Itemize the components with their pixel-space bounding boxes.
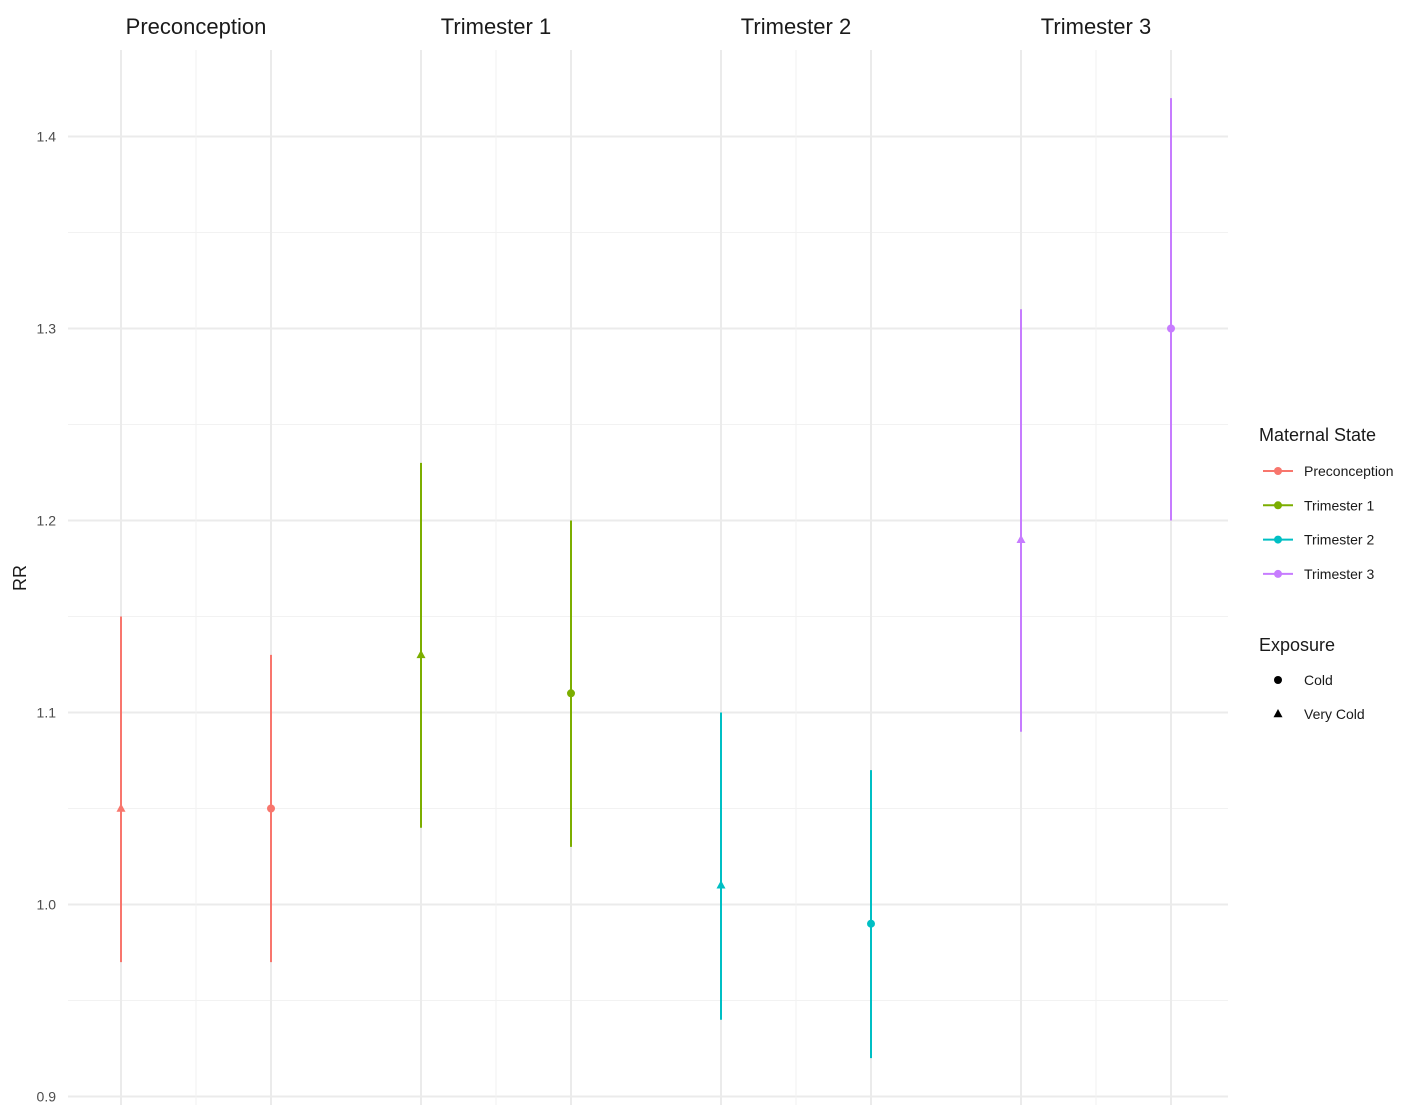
legend-title-maternal-state: Maternal State bbox=[1259, 425, 1376, 445]
legend-shape-circle bbox=[1274, 676, 1282, 684]
legend-shape-triangle bbox=[1273, 709, 1283, 718]
point-circle bbox=[867, 919, 875, 928]
legend-label: Trimester 3 bbox=[1304, 566, 1374, 582]
legend-key-point bbox=[1274, 467, 1282, 475]
facet-strip-label: Trimester 1 bbox=[441, 14, 551, 39]
y-tick-label: 1.0 bbox=[37, 897, 57, 913]
legend-key-point bbox=[1274, 569, 1282, 578]
series-trimester-3 bbox=[1016, 98, 1175, 732]
legend-label: Trimester 1 bbox=[1304, 497, 1374, 513]
series-trimester-1 bbox=[416, 462, 575, 847]
legend-title-exposure: Exposure bbox=[1259, 635, 1335, 655]
legend-key-point bbox=[1274, 535, 1282, 544]
legend-label: Cold bbox=[1304, 672, 1333, 688]
point-circle bbox=[1167, 324, 1175, 333]
series-preconception bbox=[116, 616, 275, 963]
legend-label: Preconception bbox=[1304, 463, 1394, 479]
y-tick-label: 1.3 bbox=[37, 321, 57, 337]
point-circle bbox=[267, 804, 275, 813]
y-tick-label: 1.2 bbox=[37, 513, 57, 529]
y-tick-label: 1.1 bbox=[37, 705, 57, 721]
legend: Maternal State Preconception Trimester 1 Tr… bbox=[1259, 425, 1394, 722]
y-axis: 0.9 1.0 1.1 1.2 1.3 1.4 RR bbox=[10, 129, 56, 1105]
point-triangle bbox=[416, 649, 426, 659]
point-triangle bbox=[716, 880, 726, 889]
y-tick-label: 0.9 bbox=[37, 1089, 57, 1105]
point-circle bbox=[567, 689, 575, 698]
y-tick-label: 1.4 bbox=[37, 129, 57, 145]
data-layer bbox=[116, 98, 1175, 1059]
series-trimester-2 bbox=[716, 712, 875, 1059]
grid bbox=[68, 50, 1228, 1105]
point-triangle bbox=[116, 803, 126, 812]
point-triangle bbox=[1016, 534, 1026, 543]
facet-strip-label: Trimester 2 bbox=[741, 14, 851, 39]
facet-strip-label: Preconception bbox=[126, 14, 267, 39]
facet-strips: Preconception Trimester 1 Trimester 2 Trime… bbox=[126, 14, 1152, 39]
legend-key-point bbox=[1274, 501, 1282, 510]
legend-label: Trimester 2 bbox=[1304, 532, 1374, 548]
facet-strip-label: Trimester 3 bbox=[1041, 14, 1151, 39]
y-axis-title: RR bbox=[10, 565, 30, 591]
legend-label: Very Cold bbox=[1304, 706, 1365, 722]
